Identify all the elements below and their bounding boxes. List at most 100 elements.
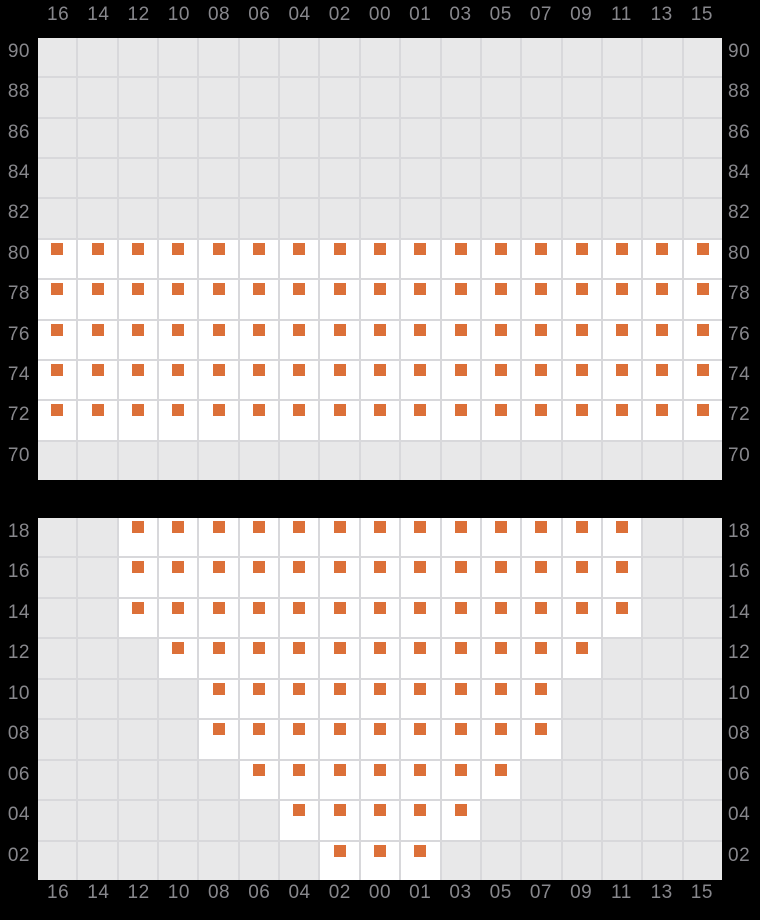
y-axis-label: 86 [7, 121, 30, 143]
x-axis-label: 01 [409, 4, 432, 25]
grid-cell [320, 38, 359, 77]
x-axis-label: 12 [127, 882, 150, 903]
grid-cell [78, 558, 117, 597]
grid-cell [38, 239, 77, 279]
grid-cell [38, 760, 77, 800]
grid-cell [401, 679, 440, 719]
y-axis-label: 02 [728, 844, 751, 866]
grid-cell [441, 199, 480, 238]
grid-cell [199, 441, 238, 480]
grid-cell [280, 801, 319, 840]
grid-cell [280, 320, 319, 359]
square-marker [91, 242, 104, 255]
square-marker [293, 561, 306, 574]
bottom-chart-grid [38, 518, 722, 880]
grid-cell [683, 360, 722, 400]
y-axis-label: 08 [7, 723, 30, 745]
grid-cell [239, 801, 279, 840]
grid-cell [159, 441, 198, 480]
square-marker [373, 283, 386, 296]
grid-cell [199, 720, 238, 759]
square-marker [91, 283, 104, 296]
grid-cell [683, 841, 722, 880]
grid-cell [683, 679, 722, 719]
grid-cell [78, 78, 117, 117]
square-marker [293, 404, 306, 417]
square-marker [252, 363, 265, 376]
grid-cell [602, 441, 642, 480]
grid-cell [602, 360, 642, 400]
grid-cell [683, 441, 722, 480]
grid-cell [401, 598, 440, 638]
grid-cell [38, 801, 77, 840]
grid-cell [320, 558, 359, 597]
grid-cell [562, 558, 601, 597]
x-axis-label: 16 [47, 882, 70, 903]
grid-cell [320, 78, 359, 117]
square-marker [333, 323, 346, 336]
grid-cell [78, 199, 117, 238]
square-marker [696, 404, 709, 417]
grid-cell [239, 598, 279, 638]
square-marker [535, 323, 548, 336]
grid-cell [602, 239, 642, 279]
y-axis-label: 12 [7, 642, 30, 664]
grid-cell [522, 801, 561, 840]
grid-cell [360, 441, 400, 480]
square-marker [252, 521, 265, 533]
grid-cell [239, 841, 279, 880]
grid-cell [481, 639, 521, 678]
grid-cell [360, 159, 400, 198]
grid-cell [562, 841, 601, 880]
grid-cell [280, 118, 319, 158]
grid-cell [239, 38, 279, 77]
grid-cell [401, 401, 440, 440]
grid-cell [602, 639, 642, 678]
grid-cell [683, 38, 722, 77]
square-marker [495, 404, 508, 417]
grid-cell [78, 441, 117, 480]
x-axis-label: 13 [650, 4, 673, 25]
grid-cell [280, 679, 319, 719]
square-marker [575, 283, 588, 296]
grid-cell [320, 801, 359, 840]
square-marker [333, 682, 346, 695]
square-marker [252, 242, 265, 255]
x-axis-label: 14 [87, 882, 110, 903]
grid-cell [159, 280, 198, 319]
square-marker [454, 283, 467, 296]
grid-cell [562, 518, 601, 557]
grid-cell [280, 598, 319, 638]
grid-cell [199, 760, 238, 800]
square-marker [333, 642, 346, 655]
y-axis-label: 04 [728, 804, 751, 826]
grid-cell [643, 441, 682, 480]
grid-cell [522, 78, 561, 117]
square-marker [414, 323, 427, 336]
grid-cell [481, 38, 521, 77]
grid-cell [239, 401, 279, 440]
y-axis-label: 78 [728, 283, 751, 305]
grid-cell [360, 118, 400, 158]
x-axis-label: 05 [489, 882, 512, 903]
grid-cell [159, 841, 198, 880]
grid-cell [38, 280, 77, 319]
square-marker [333, 404, 346, 417]
grid-cell [643, 401, 682, 440]
square-marker [535, 642, 548, 655]
grid-cell [199, 639, 238, 678]
grid-cell [481, 239, 521, 279]
grid-cell [199, 118, 238, 158]
square-marker [333, 242, 346, 255]
square-marker [212, 723, 225, 736]
square-marker [51, 323, 64, 336]
grid-cell [239, 199, 279, 238]
square-marker [616, 323, 629, 336]
x-axis-labels-top: 16 14 12 10 08 06 04 02 00 01 03 05 07 09 11 13 15 [38, 2, 722, 28]
x-axis-label: 08 [207, 4, 231, 25]
grid-cell [38, 159, 77, 198]
square-marker [656, 242, 669, 255]
grid-cell [78, 720, 117, 759]
x-axis-label: 03 [449, 4, 472, 25]
x-axis-label: 06 [248, 882, 271, 903]
